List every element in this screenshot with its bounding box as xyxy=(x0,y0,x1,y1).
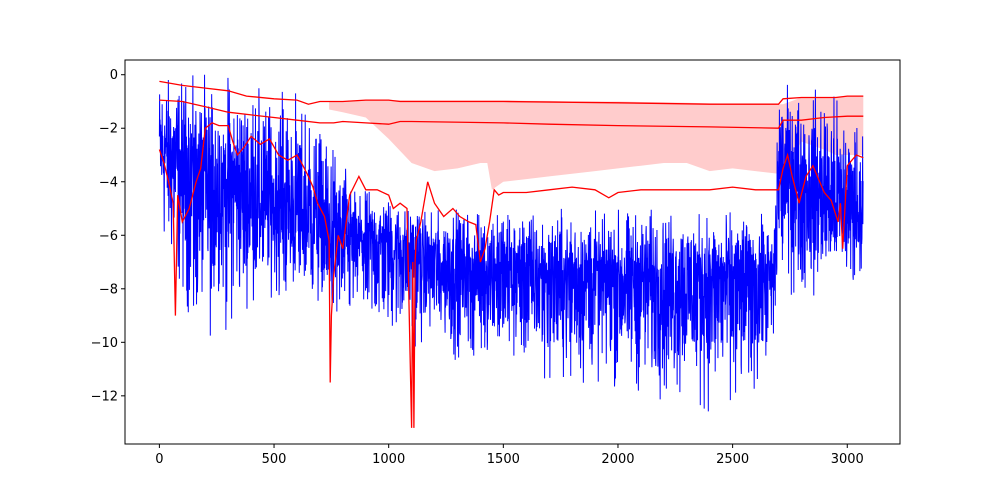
upper-bound-line xyxy=(159,80,864,105)
x-tick-label: 3000 xyxy=(831,452,864,467)
y-tick-label: −2 xyxy=(99,122,118,137)
noisy-signal-line xyxy=(158,74,864,412)
shaded-band xyxy=(329,96,864,190)
x-tick-label: 0 xyxy=(155,452,163,467)
x-tick-label: 2500 xyxy=(716,452,749,467)
x-tick-label: 1000 xyxy=(372,452,405,467)
middle-line-line xyxy=(159,99,864,129)
y-tick-label: −10 xyxy=(91,336,118,351)
plot-frame xyxy=(124,59,901,445)
y-tick-label: −8 xyxy=(99,282,118,297)
x-tick-label: 1500 xyxy=(487,452,520,467)
axes: 0 500 1000 1500 2000 2500 3000 0 −2 −4 −6 −8 −10 −12 xyxy=(91,68,864,467)
x-tick-label: 500 xyxy=(262,452,287,467)
y-tick-label: 0 xyxy=(110,68,118,83)
red-bound-series xyxy=(158,80,864,428)
lower-trace-line xyxy=(158,122,864,428)
x-tick-label: 2000 xyxy=(601,452,634,467)
noisy-signal-series xyxy=(158,74,864,412)
y-tick-label: −4 xyxy=(99,175,118,190)
y-tick-label: −6 xyxy=(99,229,118,244)
y-tick-label: −12 xyxy=(91,389,118,404)
confidence-band xyxy=(329,96,864,190)
